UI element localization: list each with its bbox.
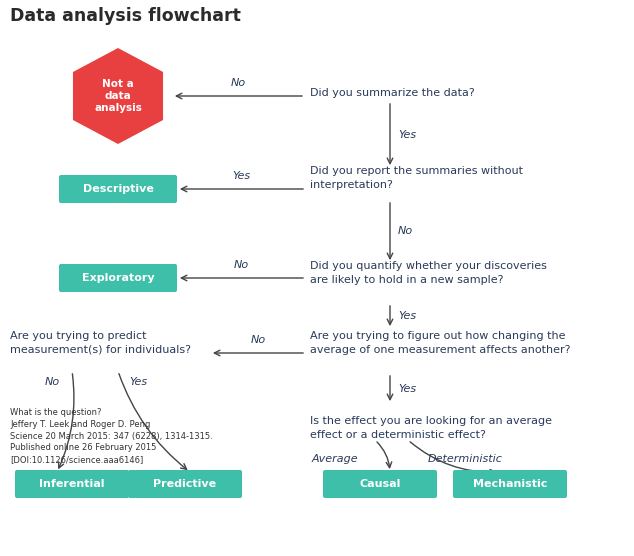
FancyBboxPatch shape	[453, 470, 567, 498]
Text: Exploratory: Exploratory	[82, 273, 154, 283]
Text: Not a
data
analysis: Not a data analysis	[94, 78, 142, 113]
FancyBboxPatch shape	[59, 264, 177, 292]
Text: Mechanistic: Mechanistic	[473, 479, 547, 489]
Text: No: No	[250, 335, 266, 345]
Text: No: No	[234, 260, 249, 270]
Text: Yes: Yes	[398, 311, 416, 321]
FancyBboxPatch shape	[323, 470, 437, 498]
Text: What is the question?
Jeffery T. Leek and Roger D. Peng
Science 20 March 2015: 3: What is the question? Jeffery T. Leek an…	[10, 408, 213, 464]
Text: Predictive: Predictive	[153, 479, 217, 489]
Polygon shape	[73, 48, 163, 144]
Text: Yes: Yes	[398, 130, 416, 140]
Text: Average: Average	[312, 454, 358, 464]
Text: Is the effect you are looking for an average
effect or a deterministic effect?: Is the effect you are looking for an ave…	[310, 416, 552, 440]
Text: No: No	[398, 226, 413, 236]
Text: No: No	[231, 78, 246, 88]
FancyBboxPatch shape	[128, 470, 242, 498]
Text: Did you summarize the data?: Did you summarize the data?	[310, 88, 475, 98]
Text: Data analysis flowchart: Data analysis flowchart	[10, 7, 241, 25]
Text: No: No	[44, 377, 60, 387]
Text: Yes: Yes	[233, 171, 250, 181]
Text: Descriptive: Descriptive	[82, 184, 153, 194]
FancyBboxPatch shape	[59, 175, 177, 203]
Text: Did you report the summaries without
interpretation?: Did you report the summaries without int…	[310, 166, 523, 190]
Text: Yes: Yes	[398, 384, 416, 394]
Text: Are you trying to figure out how changing the
average of one measurement affects: Are you trying to figure out how changin…	[310, 331, 571, 355]
Text: Causal: Causal	[359, 479, 401, 489]
Text: Did you quantify whether your discoveries
are likely to hold in a new sample?: Did you quantify whether your discoverie…	[310, 261, 547, 285]
FancyBboxPatch shape	[15, 470, 129, 498]
Text: Deterministic: Deterministic	[427, 454, 502, 464]
Text: Inferential: Inferential	[39, 479, 105, 489]
Text: Yes: Yes	[129, 377, 147, 387]
Text: Are you trying to predict
measurement(s) for individuals?: Are you trying to predict measurement(s)…	[10, 331, 191, 355]
